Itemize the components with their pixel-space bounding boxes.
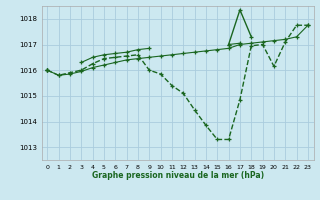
X-axis label: Graphe pression niveau de la mer (hPa): Graphe pression niveau de la mer (hPa): [92, 171, 264, 180]
